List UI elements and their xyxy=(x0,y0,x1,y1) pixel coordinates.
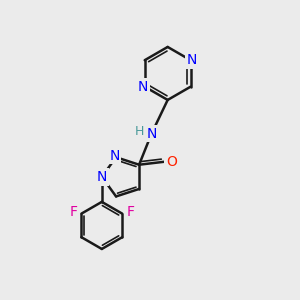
Text: N: N xyxy=(110,149,120,163)
Text: N: N xyxy=(187,53,197,67)
Text: O: O xyxy=(166,155,177,169)
Text: F: F xyxy=(127,205,134,219)
Text: N: N xyxy=(97,170,107,184)
Text: N: N xyxy=(138,80,148,94)
Text: N: N xyxy=(146,127,157,141)
Text: H: H xyxy=(134,125,144,138)
Text: F: F xyxy=(69,205,77,219)
